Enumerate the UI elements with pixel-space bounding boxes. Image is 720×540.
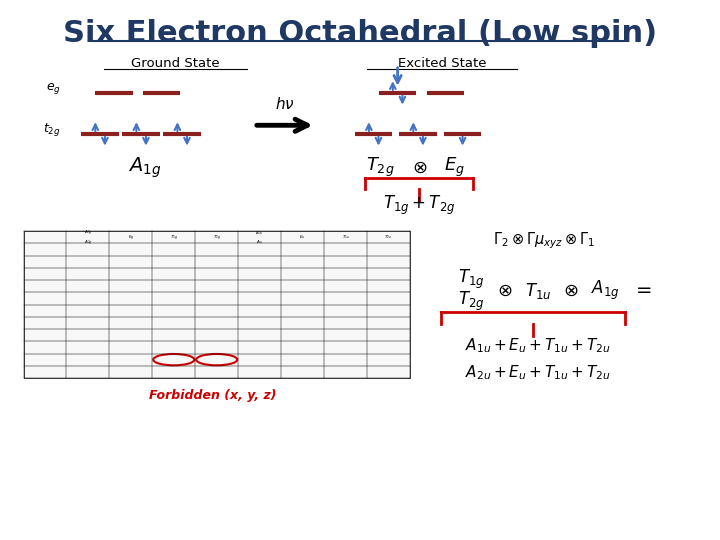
Bar	[24, 231, 410, 378]
Text: Forbidden (x, y, z): Forbidden (x, y, z)	[149, 389, 276, 402]
Text: $\otimes$: $\otimes$	[563, 281, 578, 300]
Text: $A_{1g}$: $A_{1g}$	[128, 155, 161, 180]
Text: $E_u$: $E_u$	[300, 234, 306, 241]
Text: $E_g$: $E_g$	[444, 156, 465, 179]
Text: $T_{1g} + T_{2g}$: $T_{1g} + T_{2g}$	[383, 194, 456, 217]
Text: $E_g$: $E_g$	[127, 233, 134, 242]
Text: $T_{1g}$: $T_{1g}$	[457, 268, 484, 291]
Text: $T_{2g}$: $T_{2g}$	[457, 290, 484, 313]
Text: $A_{1u}$
$A_u$: $A_{1u}$ $A_u$	[256, 230, 264, 246]
Text: $A_{1g}$: $A_{1g}$	[590, 279, 619, 302]
Text: Ground State: Ground State	[131, 57, 220, 70]
Text: $\otimes$: $\otimes$	[413, 158, 428, 177]
Text: $h\nu$: $h\nu$	[275, 96, 294, 112]
Text: $T_{1g}$: $T_{1g}$	[170, 233, 178, 242]
Text: Excited State: Excited State	[398, 57, 486, 70]
Text: $T_{1u}$: $T_{1u}$	[525, 280, 551, 301]
Text: $t_{2g}$: $t_{2g}$	[42, 121, 60, 138]
Text: $T_{1u}$: $T_{1u}$	[341, 234, 349, 241]
Text: $e_g$: $e_g$	[45, 81, 60, 96]
Text: $A_{1g}$
$A_{2g}$: $A_{1g}$ $A_{2g}$	[84, 228, 92, 247]
Text: Six Electron Octahedral (Low spin): Six Electron Octahedral (Low spin)	[63, 19, 657, 48]
Text: $\Gamma_2 \otimes \Gamma\mu_{xyz} \otimes \Gamma_1$: $\Gamma_2 \otimes \Gamma\mu_{xyz} \otime…	[493, 230, 596, 251]
Text: $\otimes$: $\otimes$	[498, 281, 513, 300]
Text: $A_{1u} + E_u + T_{1u} + T_{2u}$: $A_{1u} + E_u + T_{1u} + T_{2u}$	[465, 336, 611, 355]
Text: $A_{2u} + E_u + T_{1u} + T_{2u}$: $A_{2u} + E_u + T_{1u} + T_{2u}$	[465, 363, 611, 382]
Text: $T_{2g}$: $T_{2g}$	[212, 233, 221, 242]
Text: $T_{2g}$: $T_{2g}$	[366, 156, 395, 179]
Text: =: =	[636, 281, 652, 300]
Text: $T_{2u}$: $T_{2u}$	[384, 234, 392, 241]
